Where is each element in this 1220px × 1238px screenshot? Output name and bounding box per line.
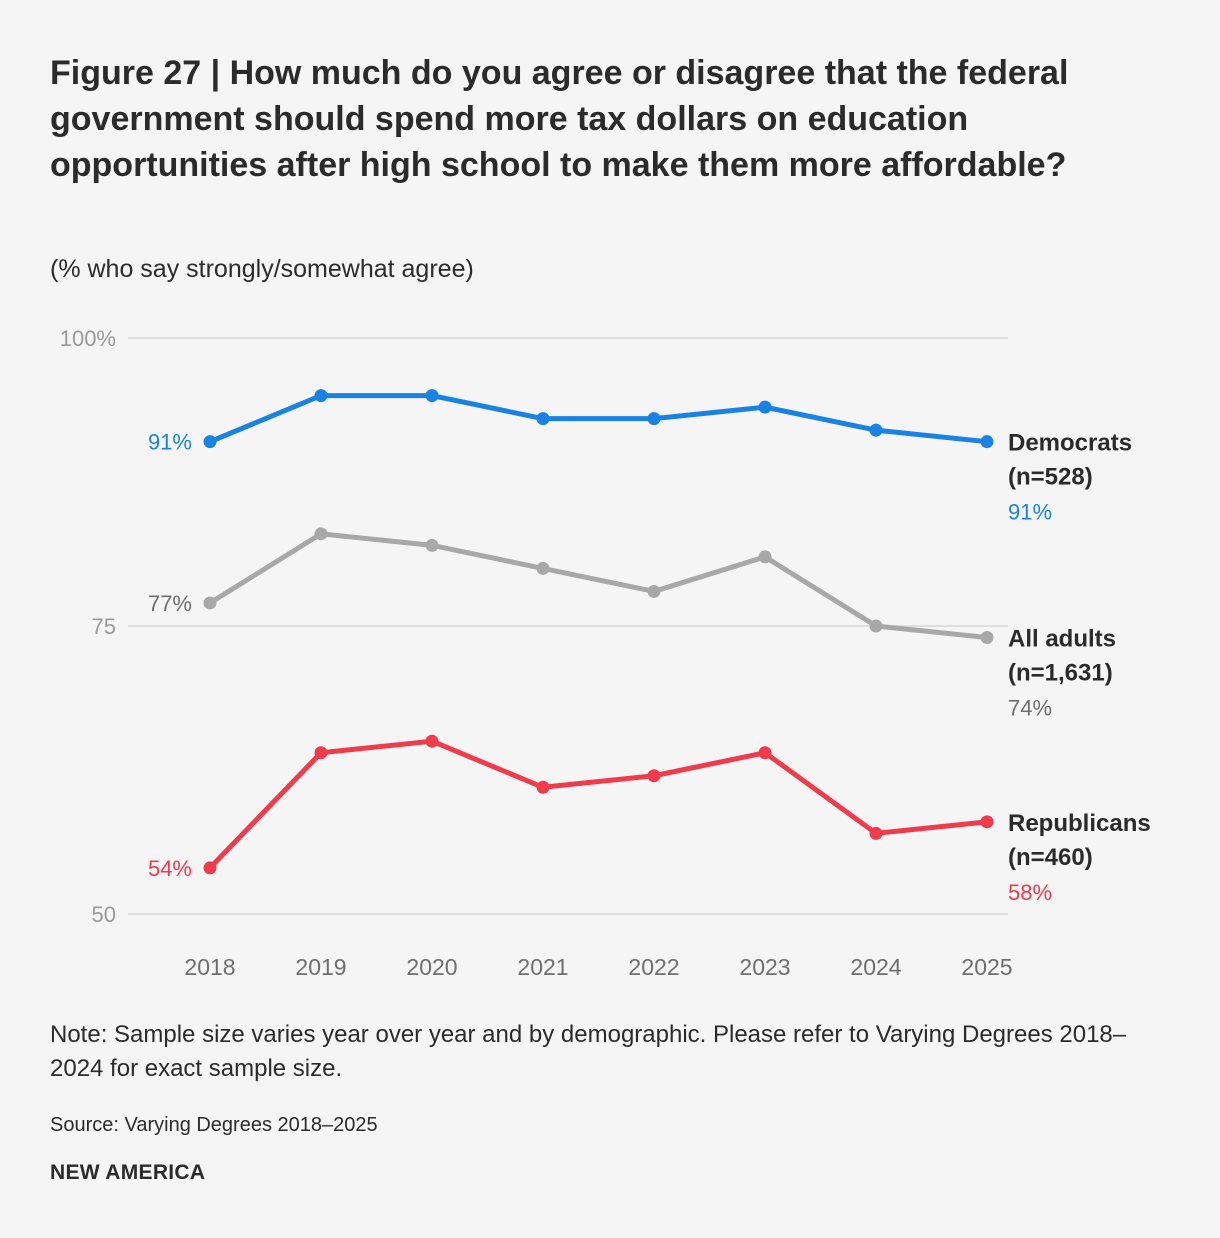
series-name-republicans: Republicans xyxy=(1008,810,1151,837)
series-n-label-republicans: (n=460) xyxy=(1008,844,1093,871)
y-tick-label: 75 xyxy=(92,614,116,639)
figure-source: Source: Varying Degrees 2018–2025 xyxy=(50,1114,378,1136)
x-tick-label: 2022 xyxy=(628,954,679,980)
data-point-republicans xyxy=(536,780,550,794)
gridlines xyxy=(128,337,1008,915)
data-point-democrats xyxy=(980,435,994,449)
x-tick-label: 2025 xyxy=(961,954,1012,980)
x-tick-label: 2019 xyxy=(295,954,346,980)
series-lines xyxy=(203,389,994,875)
data-point-democrats xyxy=(314,389,328,403)
y-tick-label: 50 xyxy=(92,902,116,927)
figure-subtitle: (% who say strongly/somewhat agree) xyxy=(50,255,474,283)
series-n-label-all-adults: (n=1,631) xyxy=(1008,660,1113,687)
figure-title: Figure 27 | How much do you agree or dis… xyxy=(50,54,1069,184)
data-point-all-adults xyxy=(980,631,994,645)
y-tick-label: 100% xyxy=(60,326,116,351)
end-value-label-republicans: 58% xyxy=(1008,880,1052,905)
end-value-label-democrats: 91% xyxy=(1008,500,1052,525)
series-name-all-adults: All adults xyxy=(1008,626,1116,653)
start-value-label-democrats: 91% xyxy=(148,430,192,455)
x-tick-label: 2024 xyxy=(850,954,901,980)
x-axis-ticks: 2018 2019 2020 2021 2022 2023 2024 2025 xyxy=(184,954,1012,980)
start-value-label-republicans: 54% xyxy=(148,856,192,881)
x-tick-label: 2018 xyxy=(184,954,235,980)
series-line-all-adults xyxy=(207,531,990,641)
series-labels: 91% Democrats (n=528) 91% 77% All adults (n=1,… xyxy=(148,430,1151,905)
data-point-all-adults xyxy=(203,596,217,610)
figure-note: Note: Sample size varies year over year … xyxy=(50,1021,1127,1082)
series-n-label-democrats: (n=528) xyxy=(1008,464,1093,491)
series-line-republicans xyxy=(207,738,990,871)
x-tick-label: 2021 xyxy=(517,954,568,980)
data-point-republicans xyxy=(314,746,328,760)
data-point-republicans xyxy=(758,746,772,760)
data-point-republicans xyxy=(980,815,994,829)
data-point-all-adults xyxy=(536,561,550,575)
data-point-democrats xyxy=(203,435,217,449)
y-axis-ticks: 100% 75 50 xyxy=(60,326,116,927)
data-point-all-adults xyxy=(758,550,772,564)
data-point-republicans xyxy=(203,861,217,875)
data-point-democrats xyxy=(425,389,439,403)
series-name-democrats: Democrats xyxy=(1008,430,1132,457)
data-point-democrats xyxy=(869,423,883,437)
line-chart: 100% 75 50 2018 2019 2020 2021 2022 2023 2024 202… xyxy=(60,326,1151,980)
data-point-all-adults xyxy=(425,538,439,552)
x-tick-label: 2023 xyxy=(739,954,790,980)
data-point-republicans xyxy=(425,734,439,748)
series-line-democrats xyxy=(207,393,990,445)
end-value-label-all-adults: 74% xyxy=(1008,696,1052,721)
data-point-democrats xyxy=(758,400,772,414)
start-value-label-all-adults: 77% xyxy=(148,591,192,616)
brand-logo-text: NEW AMERICA xyxy=(50,1161,206,1184)
data-point-democrats xyxy=(647,412,661,426)
data-point-all-adults xyxy=(314,527,328,541)
data-point-republicans xyxy=(647,769,661,783)
x-tick-label: 2020 xyxy=(406,954,457,980)
data-point-democrats xyxy=(536,412,550,426)
data-point-republicans xyxy=(869,826,883,840)
data-point-all-adults xyxy=(647,584,661,598)
data-point-all-adults xyxy=(869,619,883,633)
